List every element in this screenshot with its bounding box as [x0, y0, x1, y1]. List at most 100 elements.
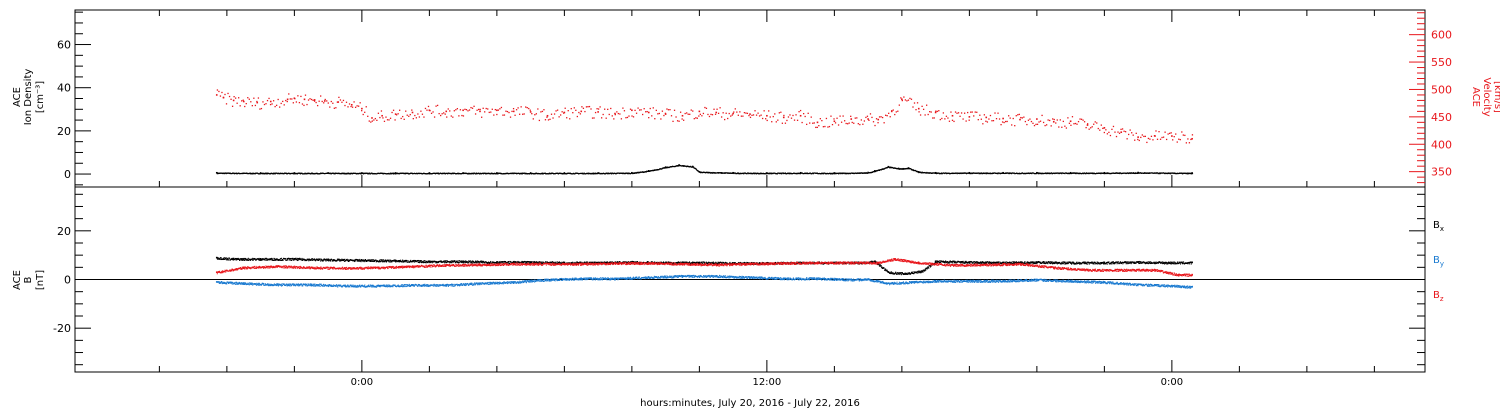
- bx-sample: [427, 262, 429, 264]
- solar-wind-velocity-sample: [520, 106, 522, 108]
- solar-wind-velocity-sample: [245, 102, 247, 105]
- bx-sample: [356, 259, 358, 262]
- bx-sample: [339, 260, 341, 262]
- solar-wind-velocity-sample: [271, 103, 273, 105]
- solar-wind-velocity-sample: [225, 103, 228, 105]
- bx-sample: [228, 257, 230, 259]
- ion-density-sample: [535, 173, 537, 175]
- solar-wind-velocity-sample: [850, 115, 852, 117]
- solar-wind-velocity-sample: [251, 105, 253, 107]
- solar-wind-velocity-point: [394, 113, 397, 115]
- bx-sample: [611, 261, 613, 263]
- ion-density-sample: [677, 165, 679, 167]
- solar-wind-velocity-sample: [986, 121, 989, 123]
- ion-density-sample: [970, 172, 972, 174]
- ion-density-sample: [606, 172, 608, 174]
- solar-wind-velocity-sample: [573, 107, 575, 109]
- solar-wind-velocity-sample: [760, 114, 762, 116]
- solar-wind-velocity-sample: [948, 120, 951, 122]
- solar-wind-velocity-point: [833, 120, 836, 123]
- solar-wind-velocity-sample: [374, 117, 376, 120]
- solar-wind-velocity-sample: [535, 113, 537, 115]
- solar-wind-velocity-sample: [812, 122, 814, 124]
- bx-point: [496, 261, 498, 263]
- ion-density-sample: [484, 173, 486, 175]
- ion-density-sample: [1085, 173, 1087, 175]
- ion-density-sample: [720, 172, 722, 174]
- bx-sample: [338, 258, 340, 260]
- solar-wind-velocity-sample: [230, 98, 232, 100]
- solar-wind-velocity-sample: [541, 110, 544, 113]
- bx-sample: [455, 262, 457, 264]
- solar-wind-velocity-sample: [757, 112, 759, 114]
- solar-wind-velocity-sample: [690, 109, 692, 111]
- solar-wind-velocity-sample: [250, 101, 252, 103]
- bx-sample: [332, 260, 334, 262]
- solar-wind-velocity-sample: [872, 121, 875, 123]
- solar-wind-velocity-sample: [403, 118, 405, 120]
- ion-density-sample: [838, 173, 840, 175]
- ion-density-sample: [250, 172, 252, 174]
- ion-density-sample: [986, 172, 988, 174]
- solar-wind-velocity-sample: [502, 114, 504, 116]
- bx-sample: [721, 262, 723, 264]
- solar-wind-velocity-sample: [550, 113, 553, 115]
- solar-wind-velocity-sample: [1132, 134, 1134, 136]
- solar-wind-velocity-sample: [1023, 116, 1025, 118]
- ion-density-sample: [717, 172, 719, 174]
- solar-wind-velocity-sample: [1062, 120, 1064, 123]
- bx-sample: [253, 258, 255, 260]
- ion-density-sample: [727, 172, 729, 174]
- solar-wind-velocity-sample: [456, 108, 459, 110]
- solar-wind-velocity-sample: [310, 98, 313, 101]
- ion-density-sample: [594, 173, 596, 175]
- ion-density-sample: [1137, 172, 1139, 174]
- solar-wind-velocity-sample: [362, 113, 364, 116]
- ion-density-sample: [1038, 172, 1040, 174]
- solar-wind-velocity-sample: [827, 126, 829, 128]
- solar-wind-velocity-sample: [371, 120, 373, 122]
- bx-sample: [337, 259, 339, 261]
- solar-wind-velocity-sample: [473, 105, 475, 107]
- ion-density-sample: [592, 172, 594, 174]
- solar-wind-velocity-point: [1019, 118, 1021, 121]
- solar-wind-velocity-sample: [635, 112, 638, 114]
- solar-wind-velocity-sample: [610, 107, 612, 110]
- solar-wind-velocity-sample: [714, 113, 717, 115]
- bx-sample: [271, 258, 273, 260]
- solar-wind-velocity-sample: [886, 115, 888, 117]
- solar-wind-velocity-sample: [860, 119, 862, 121]
- bx-sample: [220, 257, 222, 259]
- solar-wind-velocity-sample: [696, 117, 698, 119]
- ion-density-sample: [524, 173, 526, 175]
- solar-wind-velocity-sample: [433, 116, 436, 118]
- solar-wind-velocity-sample: [461, 114, 463, 117]
- solar-wind-velocity-sample: [316, 104, 319, 107]
- solar-wind-velocity-sample: [874, 124, 876, 127]
- solar-wind-velocity-sample: [295, 101, 298, 103]
- solar-wind-velocity-sample: [1009, 117, 1011, 119]
- bx-sample: [236, 257, 238, 260]
- bx-sample: [280, 257, 282, 259]
- solar-wind-velocity-sample: [1083, 121, 1086, 123]
- solar-wind-velocity-sample: [625, 117, 627, 119]
- bx-sample: [401, 260, 403, 263]
- bx-sample: [290, 257, 292, 260]
- solar-wind-velocity-sample: [746, 112, 749, 115]
- solar-wind-velocity-sample: [1097, 127, 1099, 130]
- solar-wind-velocity-sample: [1102, 127, 1104, 130]
- bx-sample: [706, 262, 708, 264]
- solar-wind-velocity-sample: [500, 106, 503, 109]
- solar-wind-velocity-sample: [587, 106, 589, 108]
- ion-density-sample: [472, 172, 474, 174]
- bx-point: [215, 256, 218, 259]
- solar-wind-velocity-sample: [321, 100, 323, 103]
- ion-density-sample: [902, 167, 904, 170]
- bx-sample: [322, 260, 324, 262]
- solar-wind-velocity-point: [411, 111, 414, 114]
- solar-wind-velocity-sample: [749, 116, 752, 119]
- ion-density-sample: [273, 172, 275, 174]
- ion-density-sample: [875, 170, 877, 173]
- ion-density-sample: [695, 168, 697, 170]
